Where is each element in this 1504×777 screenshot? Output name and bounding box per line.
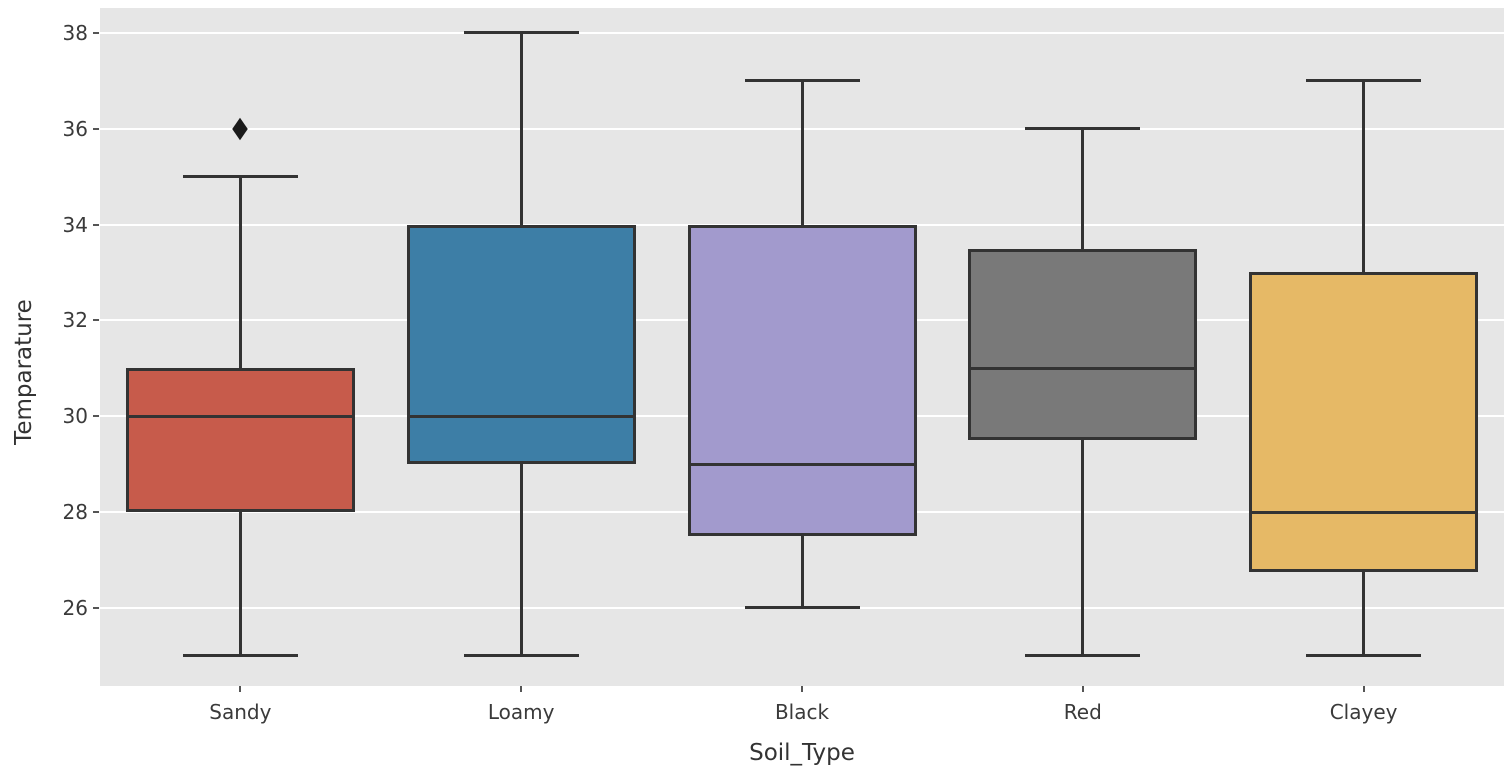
box-sandy — [125, 368, 355, 513]
y-tick-label: 28 — [62, 500, 88, 525]
x-tick-mark — [239, 686, 242, 692]
x-tick-mark — [1362, 686, 1365, 692]
x-tick-label-clayey: Clayey — [1329, 700, 1398, 724]
median-sandy — [125, 414, 355, 418]
whisker-cap-high-clayey — [1306, 79, 1422, 83]
x-tick-label-loamy: Loamy — [487, 700, 555, 724]
median-red — [968, 366, 1198, 370]
y-tick-mark — [93, 606, 99, 609]
box-clayey — [1249, 272, 1479, 572]
whisker-cap-low-sandy — [182, 654, 298, 658]
box-loamy — [406, 224, 636, 465]
median-loamy — [406, 414, 636, 418]
whisker-cap-high-sandy — [182, 175, 298, 179]
y-tick-label: 30 — [62, 404, 88, 429]
median-black — [687, 462, 917, 466]
box-black — [687, 224, 917, 536]
x-tick-mark — [1081, 686, 1084, 692]
x-tick-label-red: Red — [1063, 700, 1102, 724]
y-tick-mark — [93, 31, 99, 34]
gridline — [100, 31, 1504, 34]
whisker-cap-high-red — [1025, 127, 1141, 131]
whisker-cap-low-red — [1025, 654, 1141, 658]
box-red — [968, 248, 1198, 441]
x-tick-label-sandy: Sandy — [209, 700, 272, 724]
median-clayey — [1249, 510, 1479, 514]
y-tick-mark — [93, 127, 99, 130]
whisker-cap-low-black — [744, 606, 860, 610]
y-tick-mark — [93, 223, 99, 226]
whisker-cap-high-loamy — [463, 31, 579, 35]
y-tick-label: 26 — [62, 595, 88, 620]
x-tick-mark — [801, 686, 803, 692]
y-tick-label: 38 — [62, 20, 88, 45]
whisker-cap-low-clayey — [1306, 654, 1422, 658]
whisker-cap-low-loamy — [463, 654, 579, 658]
x-tick-mark — [520, 686, 523, 692]
y-axis-title: Temparature — [11, 299, 37, 445]
whisker-cap-high-black — [744, 79, 860, 83]
x-axis-title: Soil_Type — [749, 740, 855, 766]
x-tick-label-black: Black — [774, 700, 830, 724]
y-tick-label: 32 — [62, 308, 88, 333]
plot-area — [100, 8, 1504, 686]
y-tick-mark — [93, 415, 99, 418]
y-tick-label: 36 — [62, 116, 88, 141]
y-tick-mark — [93, 511, 99, 514]
y-tick-mark — [93, 319, 99, 322]
y-tick-label: 34 — [62, 212, 88, 237]
